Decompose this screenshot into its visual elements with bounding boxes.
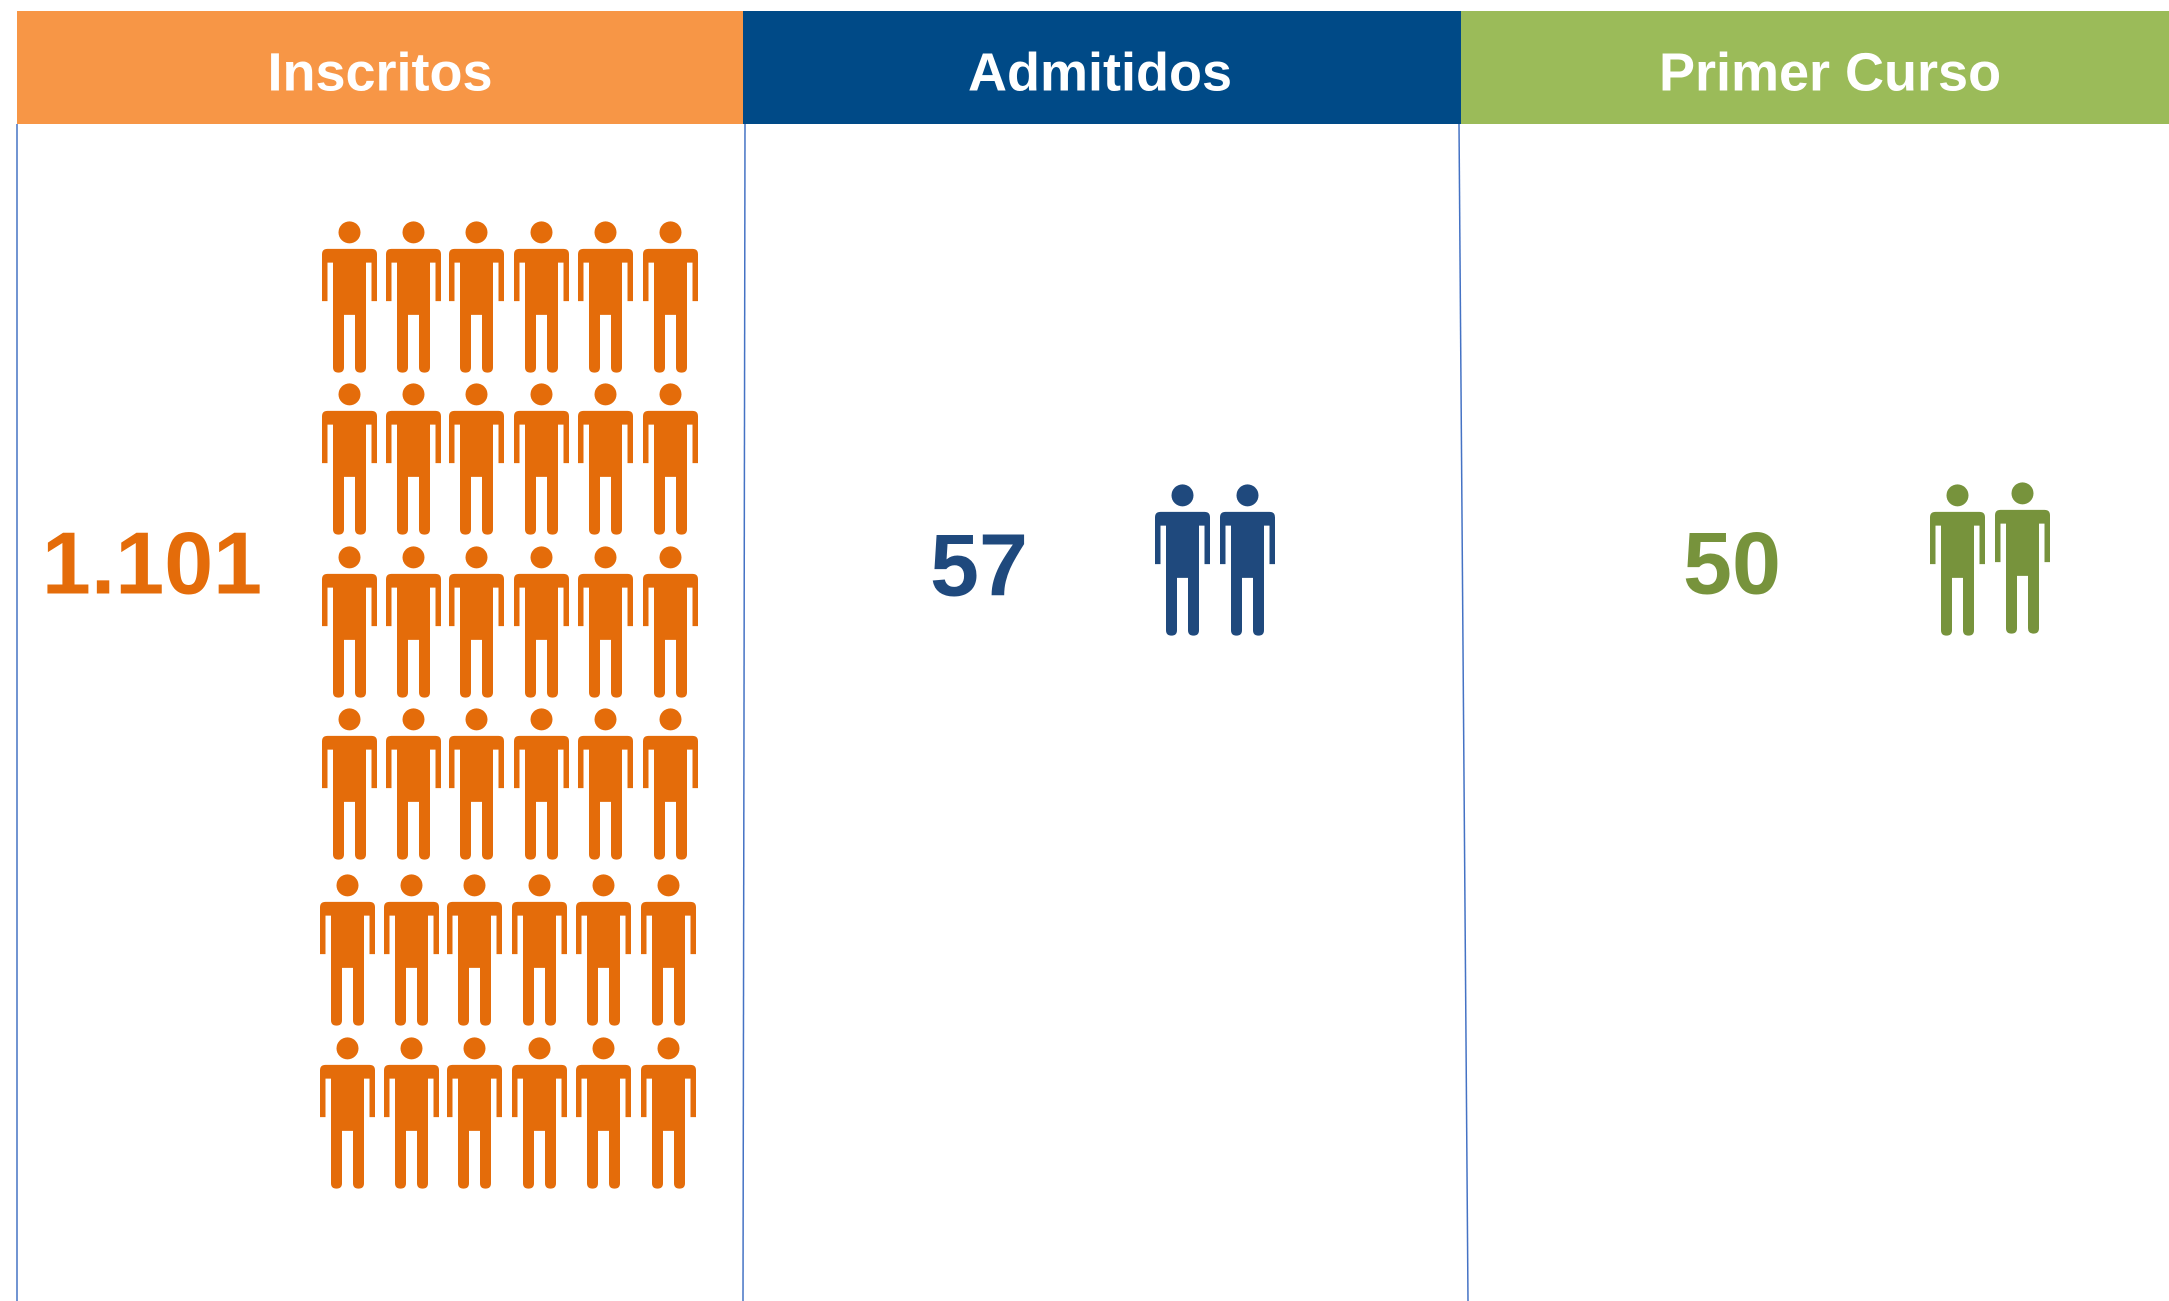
header-bar [743,11,1461,124]
people-icons [1155,484,1275,636]
value: 57 [930,515,1028,614]
people-icons [320,221,698,1188]
header-text: Admitidos [968,42,1232,102]
separators [16,123,1469,1301]
header-bar [1461,11,2169,124]
header-text: Inscritos [267,42,492,102]
people-icons [1930,482,2050,636]
header-text: Primer Curso [1659,42,2001,102]
header-bar [17,11,743,124]
value: 50 [1683,513,1781,612]
value: 1.101 [42,513,262,612]
